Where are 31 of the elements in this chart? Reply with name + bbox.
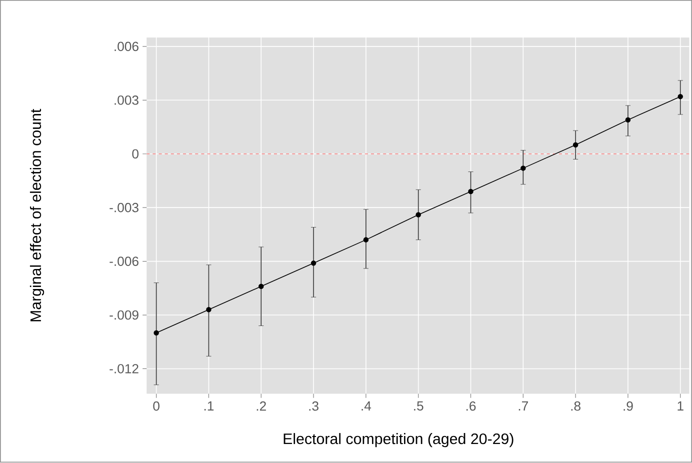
point	[310, 260, 316, 266]
x-tick-label: .1	[204, 402, 214, 411]
x-tick-label: .2	[256, 402, 266, 411]
point	[258, 284, 264, 290]
point	[625, 117, 631, 123]
point	[363, 237, 369, 243]
y-tick-label: -.006	[110, 256, 138, 266]
y-tick-label: .006	[114, 42, 138, 52]
x-tick-label: .4	[362, 402, 372, 411]
x-tick-label: .6	[466, 402, 476, 411]
point	[416, 212, 421, 218]
point	[520, 166, 526, 172]
x-tick-label: .7	[518, 402, 528, 411]
y-tick-label: -.012	[110, 364, 138, 374]
y-axis-title: Marginal effect of election count	[30, 109, 44, 322]
y-tick-label: 0	[132, 149, 139, 159]
y-tick-label: -.009	[110, 310, 138, 320]
x-tick-label: 0	[153, 402, 160, 411]
x-axis-title: Electoral competition (aged 20-29)	[284, 433, 514, 448]
x-tick-label: .9	[624, 402, 633, 411]
x-tick-label: .5	[414, 402, 424, 411]
x-tick-label: 1	[678, 402, 684, 411]
point	[572, 142, 578, 148]
x-tick-label: .8	[571, 402, 580, 411]
y-tick-label: .003	[114, 96, 138, 105]
y-tick-label: -.003	[110, 203, 138, 212]
point	[468, 189, 474, 194]
x-tick-label: .3	[309, 402, 318, 411]
point	[206, 307, 212, 312]
point	[154, 330, 159, 336]
point	[678, 94, 683, 100]
